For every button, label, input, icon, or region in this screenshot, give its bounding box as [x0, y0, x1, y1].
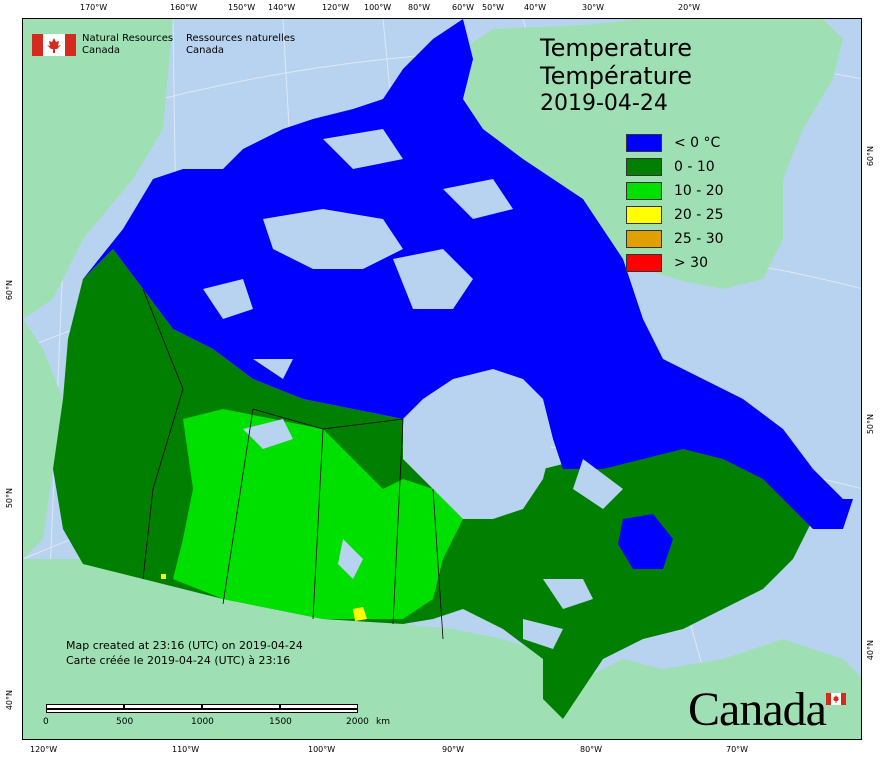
top-tick: 40°W [524, 3, 547, 12]
top-tick: 80°W [408, 3, 431, 12]
legend-swatch [626, 182, 662, 200]
legend-label: 10 - 20 [674, 183, 724, 199]
scale-segment [46, 709, 358, 713]
credit-en: Map created at 23:16 (UTC) on 2019-04-24 [66, 639, 303, 652]
top-tick: 30°W [582, 3, 605, 12]
scale-segment [46, 704, 124, 709]
top-tick: 150°W [228, 3, 256, 12]
usa-land [23, 559, 861, 739]
scale-label: 500 [116, 717, 134, 727]
scale-label: 1500 [269, 717, 292, 727]
canada-wordmark: Canada [688, 683, 827, 736]
legend-swatch [626, 158, 662, 176]
left-tick: 40°N [5, 690, 14, 711]
scale-unit: km [376, 717, 390, 727]
hudson-bay [403, 369, 553, 519]
bottom-tick: 80°W [580, 745, 603, 754]
agency-name-en: Natural Resources Canada [82, 33, 173, 57]
right-tick: 50°N [866, 414, 875, 435]
title-en: Temperature [540, 34, 693, 62]
legend-label: 20 - 25 [674, 207, 724, 223]
water-bodies [203, 129, 623, 649]
bottom-tick: 70°W [726, 745, 749, 754]
map-canvas [22, 18, 862, 740]
legend-label: > 30 [674, 255, 708, 271]
map-title: Temperature Température 2019-04-24 [540, 34, 692, 118]
zone-10-20 [173, 409, 463, 619]
agency-en-line2: Canada [82, 45, 121, 56]
top-tick: 60°W [452, 3, 475, 12]
bottom-tick: 90°W [442, 745, 465, 754]
scale-segment [124, 704, 202, 709]
right-tick: 60°N [866, 146, 875, 167]
top-tick: 100°W [364, 3, 392, 12]
agency-fr-line1: Ressources naturelles [186, 33, 296, 44]
scale-segment [280, 704, 358, 709]
left-tick: 50°N [5, 488, 14, 509]
scale-label: 0 [43, 717, 49, 727]
zone-20-25-patch-2 [161, 574, 166, 579]
bottom-tick: 110°W [172, 745, 200, 754]
title-date: 2019-04-24 [540, 91, 668, 116]
western-coast-land [23, 319, 63, 559]
agency-en-line1: Natural Resources [82, 33, 174, 44]
top-tick: 160°W [170, 3, 198, 12]
agency-name-fr: Ressources naturelles Canada [186, 33, 295, 57]
top-tick: 140°W [268, 3, 296, 12]
legend-label: 0 - 10 [674, 159, 715, 175]
credit-fr: Carte créée le 2019-04-24 (UTC) à 23:16 [66, 654, 291, 667]
wordmark-flag-icon [826, 690, 846, 709]
scale-label: 1000 [191, 717, 214, 727]
top-tick: 170°W [80, 3, 108, 12]
quebec-below-zero [618, 514, 673, 569]
provincial-boundaries [142, 288, 444, 640]
canada-flag-logo [32, 34, 76, 56]
legend-label: < 0 °C [674, 135, 721, 151]
scale-label: 2000 [346, 717, 369, 727]
agency-fr-line2: Canada [186, 45, 225, 56]
legend-swatch [626, 254, 662, 272]
legend-swatch [626, 134, 662, 152]
scale-segment [202, 704, 280, 709]
legend-swatch [626, 206, 662, 224]
right-tick: 40°N [866, 640, 875, 661]
map-graphic [23, 19, 861, 739]
title-fr: Température [540, 62, 693, 90]
top-tick: 120°W [322, 3, 350, 12]
legend-swatch [626, 230, 662, 248]
legend-label: 25 - 30 [674, 231, 724, 247]
map-credit: Map created at 23:16 (UTC) on 2019-04-24… [66, 638, 303, 668]
top-tick: 50°W [482, 3, 505, 12]
top-tick: 20°W [678, 3, 701, 12]
alaska-land [23, 19, 173, 319]
zone-20-25-patch [353, 607, 367, 621]
bottom-tick: 100°W [308, 745, 336, 754]
left-tick: 60°N [5, 280, 14, 301]
bottom-tick: 120°W [30, 745, 58, 754]
